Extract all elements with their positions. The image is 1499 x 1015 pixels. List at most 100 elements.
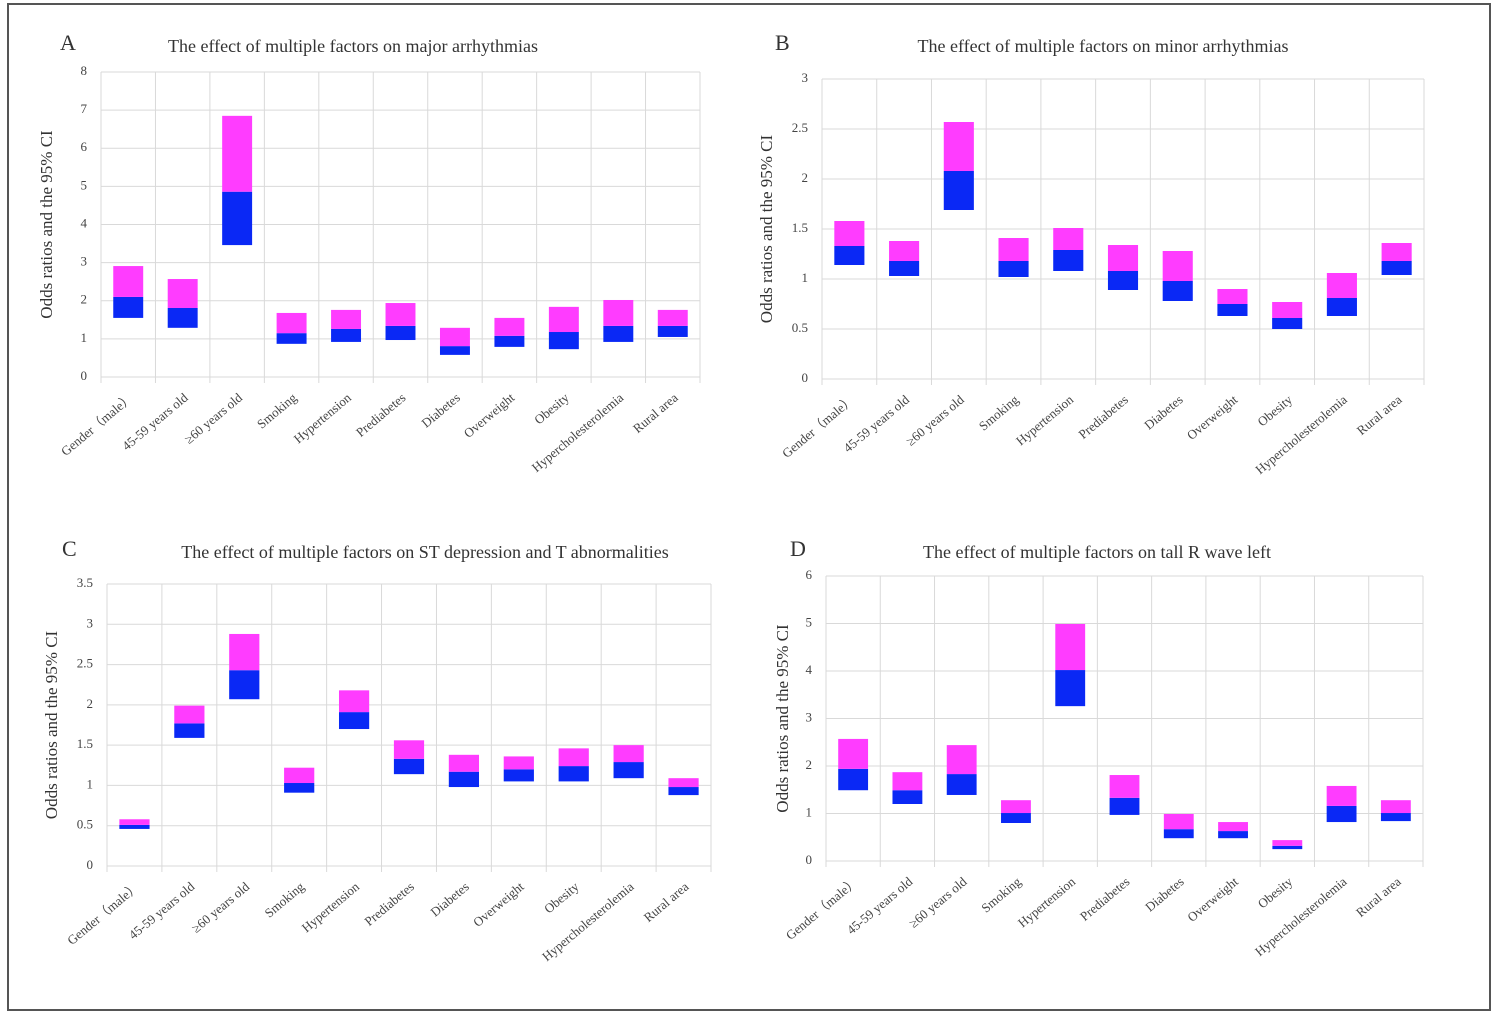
ci-lower-segment bbox=[338, 712, 370, 730]
ci-upper-segment bbox=[1272, 840, 1303, 846]
panel-label: C bbox=[62, 536, 77, 561]
ci-upper-segment bbox=[1053, 228, 1084, 250]
ci-upper-segment bbox=[998, 238, 1029, 261]
ci-lower-segment bbox=[222, 191, 253, 246]
ci-upper-segment bbox=[174, 705, 205, 724]
y-tick-label: 1.5 bbox=[792, 220, 808, 235]
chart-title: The effect of multiple factors on tall R… bbox=[923, 542, 1271, 562]
y-tick-label: 8 bbox=[81, 63, 88, 78]
ci-upper-segment bbox=[393, 740, 425, 759]
ci-lower-segment bbox=[946, 774, 977, 795]
panel-label: A bbox=[60, 30, 76, 55]
ci-upper-segment bbox=[439, 327, 470, 347]
ci-upper-segment bbox=[548, 306, 579, 333]
ci-upper-segment bbox=[338, 690, 370, 713]
ci-lower-segment bbox=[548, 332, 579, 350]
y-axis-label: Odds ratios and the 95% CI bbox=[42, 630, 61, 819]
y-tick-label: 0 bbox=[802, 370, 809, 385]
y-tick-label: 3 bbox=[81, 254, 88, 269]
ci-lower-segment bbox=[393, 758, 425, 775]
ci-upper-segment bbox=[603, 299, 634, 326]
y-tick-label: 0 bbox=[806, 852, 813, 867]
y-tick-label: 6 bbox=[806, 567, 813, 582]
ci-upper-segment bbox=[1107, 245, 1139, 271]
ci-upper-segment bbox=[1380, 800, 1411, 814]
ci-lower-segment bbox=[167, 307, 198, 328]
ci-lower-segment bbox=[943, 171, 974, 210]
y-axis-label: Odds ratios and the 95% CI bbox=[757, 134, 776, 323]
y-tick-label: 1 bbox=[802, 270, 809, 285]
ci-lower-segment bbox=[276, 333, 307, 344]
ci-upper-segment bbox=[1381, 243, 1412, 261]
ci-lower-segment bbox=[558, 766, 589, 782]
y-tick-label: 1 bbox=[81, 330, 88, 345]
ci-upper-segment bbox=[838, 738, 869, 769]
ci-lower-segment bbox=[668, 787, 699, 796]
ci-upper-segment bbox=[889, 241, 920, 261]
ci-upper-segment bbox=[385, 303, 416, 326]
ci-lower-segment bbox=[503, 769, 534, 782]
ci-lower-segment bbox=[439, 346, 470, 355]
ci-lower-segment bbox=[1381, 261, 1412, 275]
ci-upper-segment bbox=[503, 756, 534, 770]
ci-lower-segment bbox=[331, 328, 362, 342]
y-tick-label: 0.5 bbox=[77, 817, 93, 832]
ci-upper-segment bbox=[229, 633, 260, 671]
ci-upper-segment bbox=[1218, 822, 1248, 832]
y-tick-label: 3 bbox=[87, 615, 94, 630]
ci-upper-segment bbox=[657, 309, 688, 326]
ci-upper-segment bbox=[1326, 273, 1357, 298]
y-tick-label: 3 bbox=[806, 709, 813, 724]
ci-lower-segment bbox=[494, 335, 525, 347]
y-tick-label: 7 bbox=[81, 101, 88, 116]
ci-lower-segment bbox=[1326, 805, 1357, 823]
ci-lower-segment bbox=[1272, 845, 1303, 850]
ci-lower-segment bbox=[1109, 797, 1140, 815]
y-tick-label: 4 bbox=[806, 662, 813, 677]
ci-lower-segment bbox=[119, 824, 150, 829]
y-tick-label: 2 bbox=[806, 757, 813, 772]
ci-upper-segment bbox=[276, 312, 307, 334]
ci-upper-segment bbox=[113, 266, 144, 297]
y-tick-label: 2.5 bbox=[792, 120, 808, 135]
y-tick-label: 0 bbox=[87, 857, 94, 872]
ci-lower-segment bbox=[892, 790, 923, 804]
y-tick-label: 6 bbox=[81, 139, 88, 154]
ci-lower-segment bbox=[174, 723, 205, 738]
frame bbox=[7, 3, 1491, 1011]
y-tick-label: 1 bbox=[87, 776, 94, 791]
y-tick-label: 2 bbox=[802, 170, 809, 185]
ci-lower-segment bbox=[1218, 831, 1248, 839]
ci-upper-segment bbox=[892, 772, 923, 791]
ci-lower-segment bbox=[1326, 298, 1357, 316]
ci-lower-segment bbox=[657, 325, 688, 337]
chart-title: The effect of multiple factors on ST dep… bbox=[181, 542, 669, 562]
y-tick-label: 2 bbox=[81, 292, 88, 307]
y-tick-label: 3 bbox=[802, 70, 809, 85]
ci-upper-segment bbox=[1001, 800, 1031, 814]
ci-upper-segment bbox=[167, 279, 198, 308]
y-tick-label: 2.5 bbox=[77, 656, 93, 671]
ci-lower-segment bbox=[229, 670, 260, 700]
ci-upper-segment bbox=[1109, 775, 1140, 798]
ci-lower-segment bbox=[603, 325, 634, 342]
ci-lower-segment bbox=[284, 783, 315, 793]
ci-upper-segment bbox=[558, 748, 589, 767]
ci-upper-segment bbox=[613, 745, 644, 763]
ci-upper-segment bbox=[1272, 302, 1303, 318]
ci-lower-segment bbox=[1217, 304, 1248, 316]
y-tick-label: 1.5 bbox=[77, 736, 93, 751]
y-axis-label: Odds ratios and the 95% CI bbox=[37, 130, 56, 319]
ci-lower-segment bbox=[889, 261, 920, 276]
ci-upper-segment bbox=[1217, 289, 1248, 304]
ci-lower-segment bbox=[1001, 813, 1031, 823]
ci-lower-segment bbox=[1162, 281, 1193, 301]
ci-lower-segment bbox=[1380, 813, 1411, 822]
y-tick-label: 5 bbox=[81, 177, 88, 192]
y-tick-label: 3.5 bbox=[77, 575, 93, 590]
panel-label: D bbox=[790, 536, 806, 561]
ci-upper-segment bbox=[946, 745, 977, 775]
ci-upper-segment bbox=[331, 309, 362, 329]
ci-upper-segment bbox=[119, 819, 150, 825]
